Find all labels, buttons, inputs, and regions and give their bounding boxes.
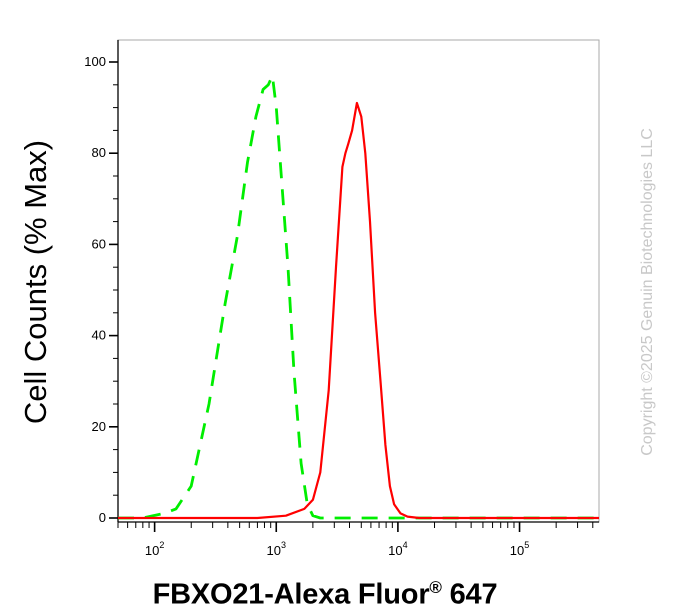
x-tick-base: 10 [388,543,402,558]
y-tick-label: 60 [92,236,106,251]
y-tick-label: 100 [84,54,106,69]
y-tick-label: 80 [92,145,106,160]
copyright-watermark: Copyright ©2025 Genuin Biotechnologies L… [639,128,656,456]
series-line-control [118,74,599,520]
x-axis-label-registered: ® [429,578,442,597]
x-tick-exponent: 3 [281,540,286,550]
x-tick-base: 10 [510,543,524,558]
x-axis-label-main: FBXO21-Alexa Fluor [152,578,430,611]
x-tick-label: 103 [267,540,286,558]
x-tick-base: 10 [267,543,281,558]
x-tick-label: 102 [145,540,164,558]
x-tick-exponent: 2 [159,540,164,550]
y-tick-label: 40 [92,328,106,343]
x-tick-base: 10 [145,543,159,558]
x-axis-label-tail: 647 [441,578,498,611]
y-axis-label: Cell Counts (% Max) [18,139,53,425]
x-tick-label: 105 [510,540,529,558]
x-axis-label: FBXO21-Alexa Fluor® 647 [153,578,498,612]
x-tick-exponent: 4 [403,540,408,550]
x-tick-exponent: 5 [524,540,529,550]
plot-frame [117,39,600,523]
x-tick-label: 104 [388,540,407,558]
y-tick-label: 20 [92,419,106,434]
y-tick-label: 0 [99,510,106,525]
series-line-sample [118,101,599,520]
